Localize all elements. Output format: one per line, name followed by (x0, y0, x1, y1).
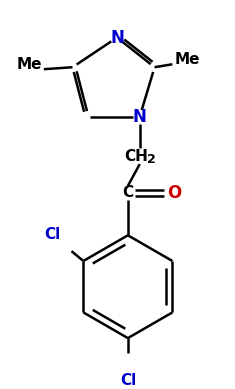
Text: C: C (122, 185, 133, 200)
Text: O: O (167, 184, 181, 202)
Text: N: N (110, 28, 124, 47)
Text: Cl: Cl (45, 227, 61, 242)
Text: Cl: Cl (120, 373, 136, 388)
Text: CH: CH (124, 149, 148, 164)
Text: Me: Me (16, 57, 42, 72)
Text: Me: Me (174, 52, 200, 67)
Text: N: N (133, 108, 147, 126)
Text: 2: 2 (147, 152, 156, 166)
